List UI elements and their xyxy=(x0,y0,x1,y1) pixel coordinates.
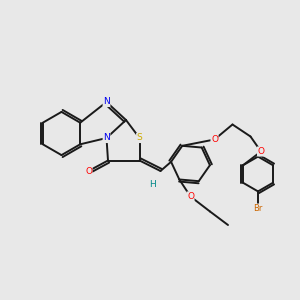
Text: N: N xyxy=(103,134,110,142)
Text: O: O xyxy=(257,147,265,156)
Text: Br: Br xyxy=(253,204,263,213)
Text: O: O xyxy=(211,135,218,144)
Text: H: H xyxy=(150,180,156,189)
Text: O: O xyxy=(187,192,194,201)
Text: O: O xyxy=(85,167,92,176)
Text: S: S xyxy=(136,134,142,142)
Text: N: N xyxy=(103,98,110,106)
